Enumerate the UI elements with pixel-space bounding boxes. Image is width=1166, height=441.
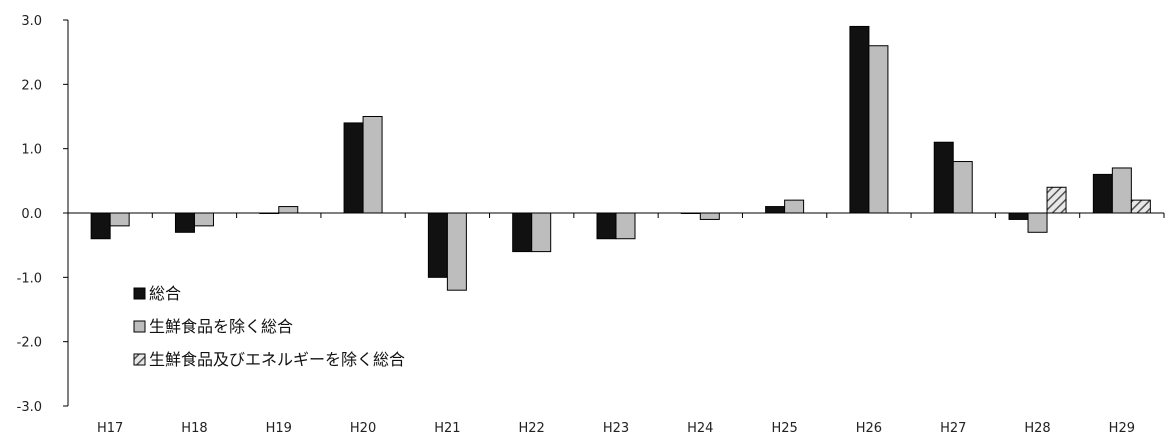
y-tick-label: 3.0 xyxy=(21,14,42,29)
bar-H28-series-2 xyxy=(1027,212,1048,233)
bar-H29-series-1 xyxy=(1092,173,1113,214)
x-tick-label: H19 xyxy=(266,421,292,436)
bar-H27-series-1 xyxy=(933,141,954,214)
legend-label-series-3: 生鮮食品及びエネルギーを除く総合 xyxy=(149,350,405,369)
legend-swatch-series-2 xyxy=(133,320,146,333)
y-tick-label: -2.0 xyxy=(17,336,42,351)
x-tick-label: H17 xyxy=(97,421,123,436)
x-tick-label: H21 xyxy=(434,421,460,436)
x-tick-label: H18 xyxy=(181,421,207,436)
x-tick-label: H25 xyxy=(771,421,797,436)
legend-swatch-series-3 xyxy=(133,353,146,366)
x-tick-label: H29 xyxy=(1109,421,1135,436)
x-tick-label: H27 xyxy=(940,421,966,436)
bar-H19-series-1 xyxy=(259,212,280,214)
bar-H26-series-2 xyxy=(868,45,889,214)
legend-label-series-1: 総合 xyxy=(149,284,181,303)
y-tick-label: 0.0 xyxy=(21,207,42,222)
x-tick-label: H26 xyxy=(856,421,882,436)
bar-H21-series-1 xyxy=(427,212,448,278)
bar-H17-series-1 xyxy=(90,212,111,240)
bar-H22-series-2 xyxy=(531,212,552,253)
bar-H23-series-1 xyxy=(596,212,617,240)
bar-H28-series-3 xyxy=(1046,186,1067,214)
bar-H20-series-1 xyxy=(343,122,364,214)
bar-H18-series-2 xyxy=(193,212,214,227)
bar-H24-series-2 xyxy=(699,212,720,220)
legend-label-series-2: 生鮮食品を除く総合 xyxy=(149,317,293,336)
y-tick-label: 1.0 xyxy=(21,143,42,158)
x-tick-label: H23 xyxy=(603,421,629,436)
x-tick-label: H28 xyxy=(1024,421,1050,436)
bar-H25-series-2 xyxy=(784,199,805,214)
bar-H23-series-2 xyxy=(615,212,636,240)
bar-H29-series-3 xyxy=(1130,199,1151,214)
bar-H22-series-1 xyxy=(512,212,533,253)
bar-H17-series-2 xyxy=(109,212,130,227)
bar-H25-series-1 xyxy=(765,206,786,214)
bar-H18-series-1 xyxy=(174,212,195,233)
y-tick-label: 2.0 xyxy=(21,78,42,93)
bar-H21-series-2 xyxy=(446,212,467,291)
bar-H26-series-1 xyxy=(849,25,870,214)
x-tick-label: H22 xyxy=(519,421,545,436)
x-tick-label: H20 xyxy=(350,421,376,436)
x-tick-label: H24 xyxy=(687,421,713,436)
bar-H29-series-2 xyxy=(1111,167,1132,214)
bar-H19-series-2 xyxy=(278,206,299,214)
bar-H28-series-1 xyxy=(1008,212,1029,220)
y-tick-label: -3.0 xyxy=(17,400,42,415)
legend-swatch-series-1 xyxy=(133,287,146,300)
bar-H24-series-1 xyxy=(680,212,701,214)
bar-H27-series-2 xyxy=(952,161,973,214)
bar-H20-series-2 xyxy=(362,116,383,214)
y-tick-label: -1.0 xyxy=(17,271,42,286)
